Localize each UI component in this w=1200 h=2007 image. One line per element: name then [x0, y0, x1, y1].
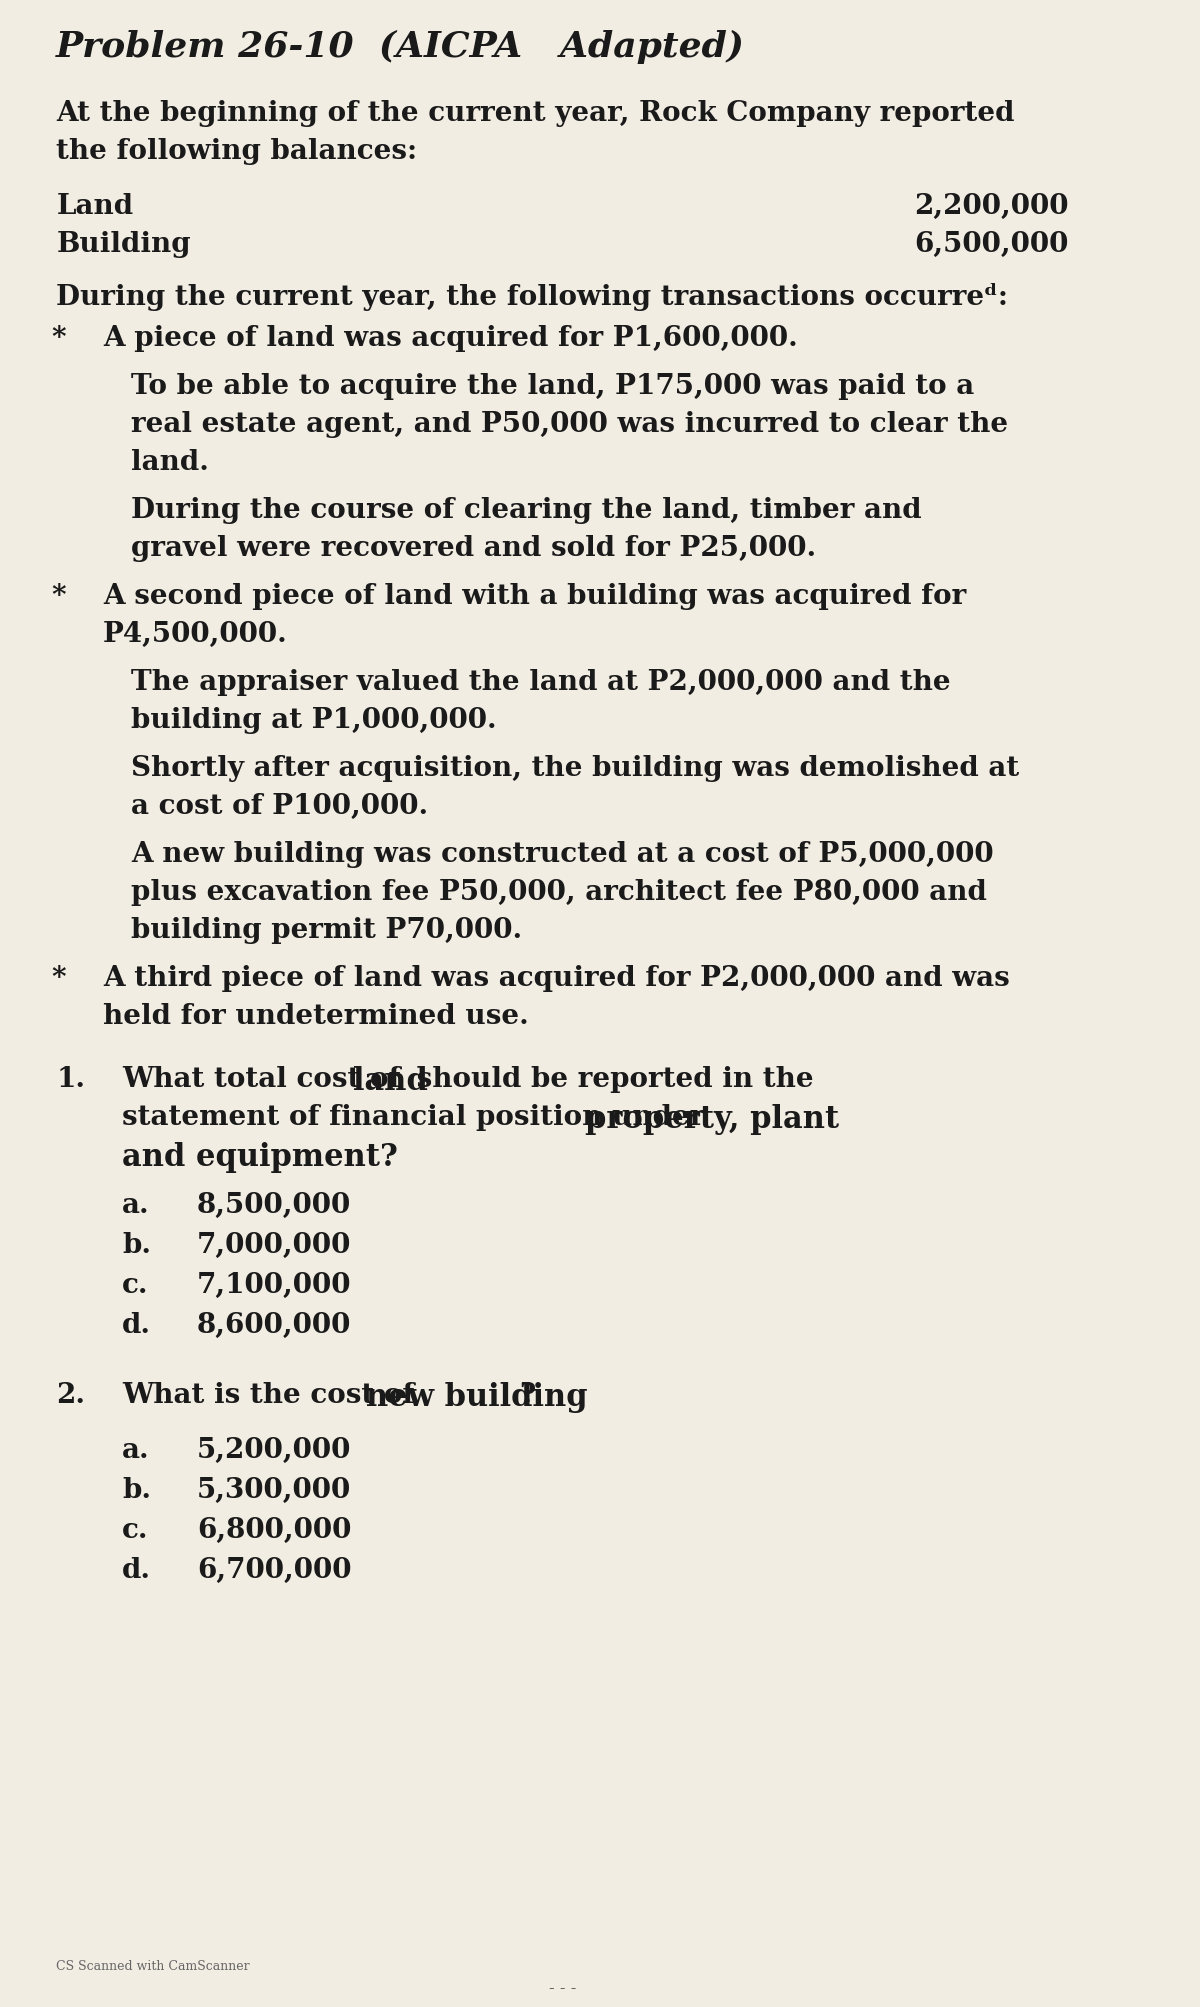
Text: building permit P70,000.: building permit P70,000. [131, 917, 522, 943]
Text: land: land [354, 1066, 428, 1096]
Text: 7,000,000: 7,000,000 [197, 1232, 352, 1258]
Text: During the current year, the following transactions occurreᵈ:: During the current year, the following t… [56, 283, 1008, 311]
Text: a cost of P100,000.: a cost of P100,000. [131, 793, 428, 819]
Text: 5,200,000: 5,200,000 [197, 1437, 352, 1463]
Text: property, plant: property, plant [586, 1104, 839, 1134]
Text: *: * [52, 325, 66, 351]
Text: a.: a. [122, 1437, 150, 1463]
Text: P4,500,000.: P4,500,000. [103, 620, 288, 648]
Text: A piece of land was acquired for P1,600,000.: A piece of land was acquired for P1,600,… [103, 325, 798, 351]
Text: gravel were recovered and sold for P25,000.: gravel were recovered and sold for P25,0… [131, 534, 816, 562]
Text: A second piece of land with a building was acquired for: A second piece of land with a building w… [103, 582, 966, 610]
Text: new building: new building [366, 1381, 587, 1413]
Text: should be reported in the: should be reported in the [407, 1066, 814, 1092]
Text: At the beginning of the current year, Rock Company reported: At the beginning of the current year, Ro… [56, 100, 1015, 126]
Text: b.: b. [122, 1232, 151, 1258]
Text: 2.: 2. [56, 1381, 85, 1409]
Text: statement of financial position under: statement of financial position under [122, 1104, 714, 1130]
Text: building at P1,000,000.: building at P1,000,000. [131, 706, 497, 735]
Text: 6,800,000: 6,800,000 [197, 1515, 352, 1543]
Text: Land: Land [56, 193, 133, 221]
Text: real estate agent, and P50,000 was incurred to clear the: real estate agent, and P50,000 was incur… [131, 411, 1008, 438]
Text: What is the cost of: What is the cost of [122, 1381, 424, 1409]
Text: 8,600,000: 8,600,000 [197, 1311, 352, 1339]
Text: 1.: 1. [56, 1066, 85, 1092]
Text: Shortly after acquisition, the building was demolished at: Shortly after acquisition, the building … [131, 755, 1020, 781]
Text: To be able to acquire the land, P175,000 was paid to a: To be able to acquire the land, P175,000… [131, 373, 974, 399]
Text: c.: c. [122, 1270, 149, 1299]
Text: What total cost of: What total cost of [122, 1066, 410, 1092]
Text: A third piece of land was acquired for P2,000,000 and was: A third piece of land was acquired for P… [103, 965, 1010, 991]
Text: CS Scanned with CamScanner: CS Scanned with CamScanner [56, 1959, 250, 1973]
Text: 7,100,000: 7,100,000 [197, 1270, 352, 1299]
Text: The appraiser valued the land at P2,000,000 and the: The appraiser valued the land at P2,000,… [131, 668, 950, 696]
Text: c.: c. [122, 1515, 149, 1543]
Text: b.: b. [122, 1477, 151, 1503]
Text: ?: ? [520, 1381, 535, 1409]
Text: *: * [52, 965, 66, 991]
Text: the following balances:: the following balances: [56, 138, 418, 165]
Text: 5,300,000: 5,300,000 [197, 1477, 352, 1503]
Text: d.: d. [122, 1311, 151, 1339]
Text: held for undetermined use.: held for undetermined use. [103, 1004, 529, 1030]
Text: 2,200,000: 2,200,000 [914, 193, 1069, 221]
Text: land.: land. [131, 450, 209, 476]
Text: During the course of clearing the land, timber and: During the course of clearing the land, … [131, 498, 922, 524]
Text: *: * [52, 582, 66, 610]
Text: 6,500,000: 6,500,000 [914, 231, 1069, 257]
Text: a.: a. [122, 1192, 150, 1218]
Text: - - -: - - - [548, 1979, 576, 1997]
Text: 8,500,000: 8,500,000 [197, 1192, 352, 1218]
Text: d.: d. [122, 1555, 151, 1584]
Text: plus excavation fee P50,000, architect fee P80,000 and: plus excavation fee P50,000, architect f… [131, 879, 988, 905]
Text: 6,700,000: 6,700,000 [197, 1555, 352, 1584]
Text: Building: Building [56, 231, 191, 257]
Text: A new building was constructed at a cost of P5,000,000: A new building was constructed at a cost… [131, 841, 994, 867]
Text: Problem 26-10  (AICPA   Adapted): Problem 26-10 (AICPA Adapted) [56, 30, 745, 64]
Text: and equipment?: and equipment? [122, 1142, 397, 1172]
